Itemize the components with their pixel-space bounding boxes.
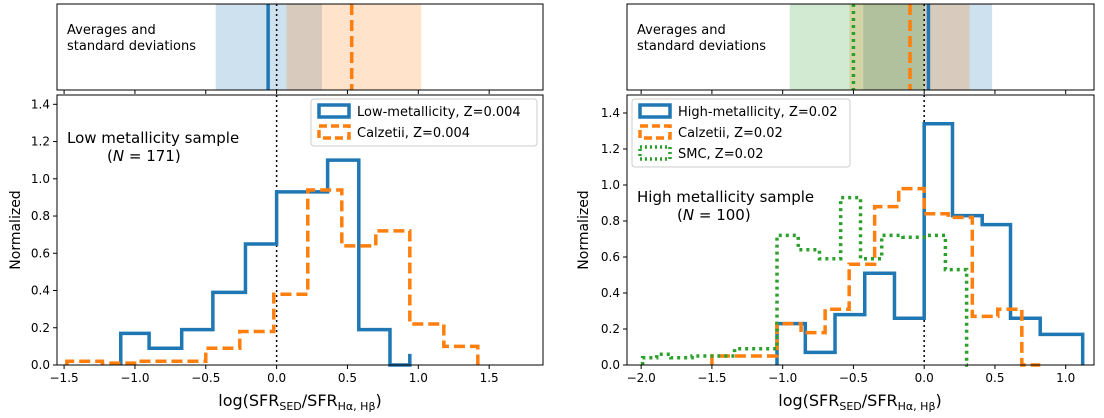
left-ytick-label-0: 0.0	[31, 358, 50, 372]
left-ytick-label-2: 0.4	[31, 284, 50, 298]
left-sample-label: Low metallicity sample	[67, 129, 239, 147]
right-xtick-label-1: −1.5	[697, 371, 726, 385]
left-legend: Low-metallicity, Z=0.004 Calzetii, Z=0.0…	[310, 98, 538, 147]
right-ytick-label-4: 0.8	[601, 214, 620, 228]
right-legend: High-metallicity, Z=0.02 Calzetii, Z=0.0…	[631, 98, 851, 168]
left-legend-box	[310, 98, 538, 147]
right-top-strip-frame	[626, 3, 1095, 91]
left-legend-label-0: Low-metallicity, Z=0.004	[357, 105, 521, 120]
left-xtick-label-6: 1.5	[480, 371, 499, 385]
right-series-0-step	[775, 122, 1085, 365]
left-legend-swatch-blue	[317, 103, 351, 119]
right-top-strip-label-line1: Averages and	[637, 23, 726, 38]
right-ytick-label-0: 0.0	[601, 358, 620, 372]
left-ylabel: Normalized	[8, 190, 24, 269]
right-xtick-label-5: 0.5	[985, 371, 1004, 385]
left-xtick-label-0: −1.5	[50, 371, 79, 385]
right-xtick-label-0: −2.0	[627, 371, 656, 385]
left-top-strip-label-line1: Averages and	[67, 23, 156, 38]
left-legend-label-1: Calzetii, Z=0.004	[357, 126, 470, 141]
right-legend-label-0: High-metallicity, Z=0.02	[678, 105, 838, 120]
right-ylabel: Normalized	[576, 190, 592, 269]
right-legend-swatch-orange	[638, 124, 672, 140]
right-legend-label-1: Calzetii, Z=0.02	[678, 126, 783, 141]
left-series-0-step	[119, 158, 412, 367]
left-series-1-step	[65, 188, 480, 365]
right-panel: Averages and standard deviations −2.0 −1.…	[576, 3, 1095, 413]
right-series-1-step	[710, 186, 1041, 367]
right-ytick-label-1: 0.2	[601, 322, 620, 336]
left-ytick-label-5: 1.0	[31, 172, 50, 186]
left-legend-swatch-orange	[317, 124, 351, 140]
right-ytick-label-2: 0.4	[601, 286, 620, 300]
right-legend-label-2: SMC, Z=0.02	[678, 147, 764, 162]
left-xtick-label-3: 0.0	[267, 371, 286, 385]
left-panel: Averages and standard deviations −1.5 −1.…	[8, 3, 544, 413]
right-sample-label: High metallicity sample	[637, 188, 814, 206]
right-xtick-label-4: 0.0	[915, 371, 934, 385]
left-xtick-label-4: 0.5	[338, 371, 357, 385]
right-plot-frame	[626, 94, 1095, 366]
left-sample-n: (N = 171)	[107, 147, 181, 165]
right-xtick-label-3: −0.5	[839, 371, 868, 385]
left-plot-frame	[56, 94, 544, 366]
right-sample-n: (N = 100)	[677, 206, 751, 224]
right-xtick-label-2: −1.0	[768, 371, 797, 385]
right-std-band-2	[789, 4, 925, 90]
right-xtick-label-6: 1.0	[1056, 371, 1075, 385]
left-xlabel: log(SFRSED/SFRHα, Hβ)	[218, 391, 381, 413]
left-ytick-label-4: 0.8	[31, 209, 50, 223]
right-ytick-label-5: 1.0	[601, 178, 620, 192]
left-std-band-1	[286, 4, 422, 90]
right-ytick-label-3: 0.6	[601, 250, 620, 264]
left-top-strip-frame	[56, 3, 544, 91]
right-ytick-label-6: 1.2	[601, 142, 620, 156]
right-series-2-step	[640, 195, 969, 367]
right-ytick-label-7: 1.4	[601, 106, 620, 120]
right-legend-box	[631, 98, 851, 168]
left-ytick-label-7: 1.4	[31, 97, 50, 111]
left-ytick-label-1: 0.2	[31, 321, 50, 335]
left-ytick-label-6: 1.2	[31, 135, 50, 149]
right-legend-swatch-blue	[638, 103, 672, 119]
right-top-strip-label-line2: standard deviations	[637, 39, 766, 54]
left-top-strip-label-line2: standard deviations	[67, 39, 196, 54]
right-legend-swatch-green	[638, 145, 672, 161]
left-xtick-label-2: −0.5	[191, 371, 220, 385]
left-xtick-label-1: −1.0	[120, 371, 149, 385]
right-xlabel: log(SFRSED/SFRHα, Hβ)	[778, 391, 941, 413]
left-ytick-label-3: 0.6	[31, 246, 50, 260]
left-xtick-label-5: 1.0	[409, 371, 428, 385]
